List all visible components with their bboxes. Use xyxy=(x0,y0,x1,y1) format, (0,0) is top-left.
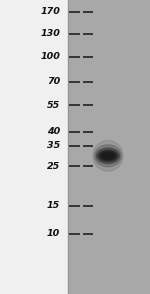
Text: 10: 10 xyxy=(47,229,60,238)
Ellipse shape xyxy=(103,153,113,158)
Text: 25: 25 xyxy=(47,162,60,171)
Ellipse shape xyxy=(96,148,120,164)
Text: 35: 35 xyxy=(47,141,60,150)
Bar xyxy=(68,0,150,294)
Bar xyxy=(0,0,68,294)
Text: 130: 130 xyxy=(40,29,60,38)
Text: 100: 100 xyxy=(40,52,60,61)
Ellipse shape xyxy=(105,154,111,158)
Ellipse shape xyxy=(98,150,118,162)
Text: 40: 40 xyxy=(47,127,60,136)
Text: 170: 170 xyxy=(40,7,60,16)
Text: 55: 55 xyxy=(47,101,60,110)
Ellipse shape xyxy=(93,141,123,171)
Text: 70: 70 xyxy=(47,77,60,86)
Ellipse shape xyxy=(94,145,122,167)
Ellipse shape xyxy=(100,152,116,160)
Text: 15: 15 xyxy=(47,201,60,210)
